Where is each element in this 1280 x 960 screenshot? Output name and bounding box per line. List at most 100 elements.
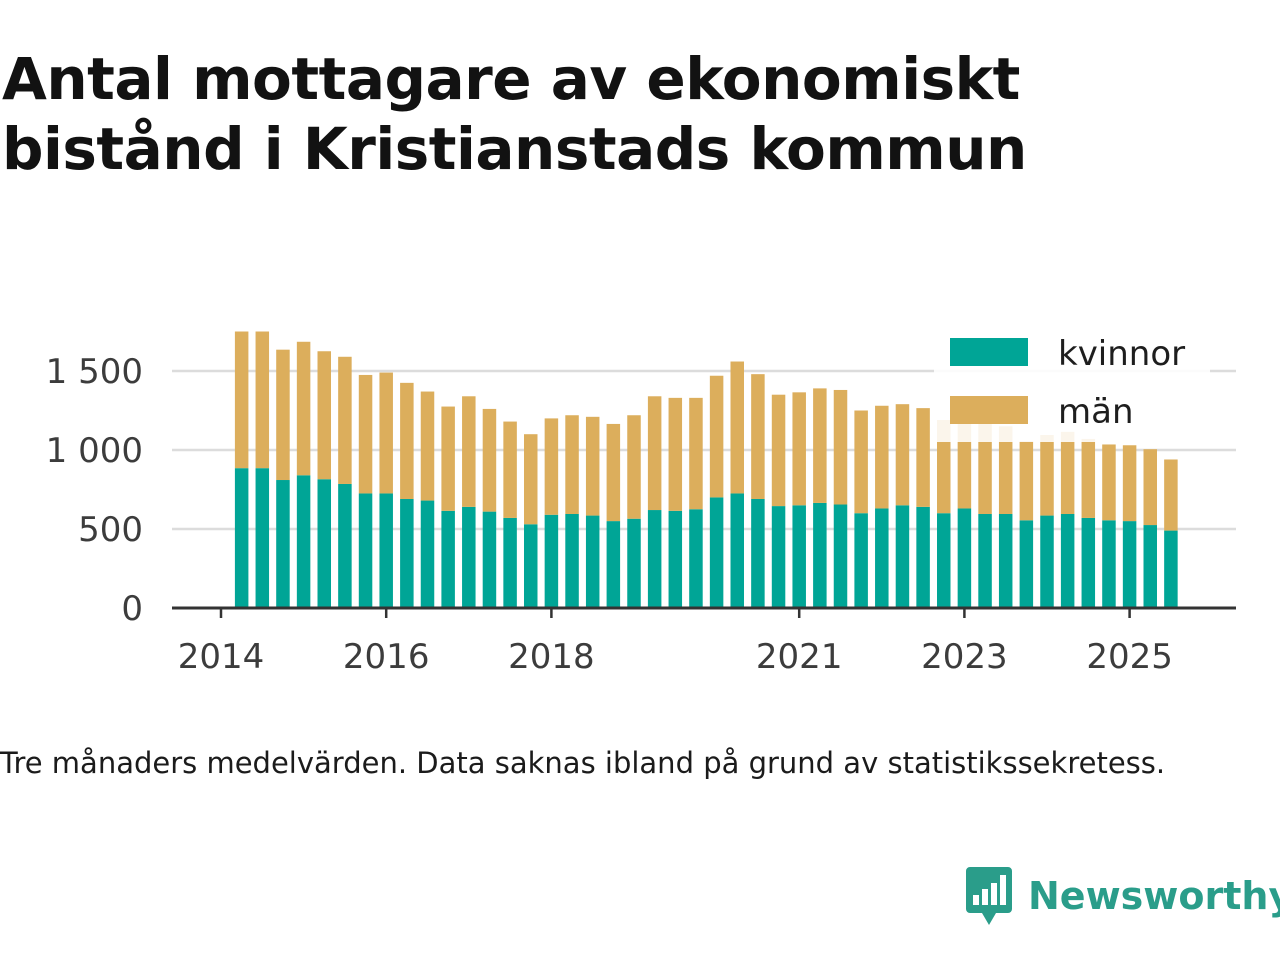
bar-kvinnor — [1122, 521, 1137, 608]
bar-man — [358, 374, 373, 494]
y-tick-label: 1 500 — [46, 352, 143, 392]
bar-man — [1143, 449, 1157, 526]
bar-kvinnor — [503, 517, 517, 608]
chart-title: Antal mottagare av ekonomiskt bistånd i … — [2, 45, 1027, 183]
bar-man — [1081, 438, 1096, 518]
bar-kvinnor — [916, 506, 930, 608]
bar-man — [689, 397, 703, 510]
bar-kvinnor — [585, 515, 600, 608]
bar-man — [524, 434, 538, 525]
bar-kvinnor — [606, 521, 621, 608]
bar-kvinnor — [441, 510, 455, 608]
bar-kvinnor — [400, 498, 414, 608]
bar-kvinnor — [296, 475, 311, 608]
y-tick-label: 0 — [121, 589, 143, 629]
bar-man — [276, 349, 290, 481]
bar-kvinnor — [771, 506, 786, 608]
bar-kvinnor — [565, 513, 579, 608]
bar-kvinnor — [813, 502, 827, 608]
bar-man — [751, 374, 765, 499]
bar-kvinnor — [255, 468, 270, 608]
bar-kvinnor — [338, 483, 352, 608]
bar-kvinnor — [1019, 520, 1034, 608]
bar-man — [420, 391, 435, 501]
bar-kvinnor — [1060, 513, 1075, 608]
legend-swatch-kvinnor — [950, 338, 1028, 366]
bar-kvinnor — [1081, 517, 1096, 608]
bar-kvinnor — [420, 500, 435, 608]
bar-man — [647, 396, 662, 511]
bar-man — [709, 375, 724, 498]
bar-man — [565, 415, 579, 514]
bar-kvinnor — [668, 510, 683, 608]
bar-man — [937, 419, 951, 514]
x-tick-label: 2014 — [178, 637, 265, 677]
bar-man — [1040, 434, 1054, 516]
axes: 0 500 1 000 1 500 2014 2016 2018 2021 2023 2025 — [46, 352, 1236, 677]
bar-man — [606, 423, 621, 522]
bar-kvinnor — [854, 513, 868, 608]
bar-kvinnor — [358, 493, 373, 608]
y-tick-label: 1 000 — [46, 431, 143, 471]
bar-man — [895, 404, 910, 506]
bar-kvinnor — [379, 493, 393, 608]
bar-man — [998, 426, 1013, 514]
newsworthy-logo-icon — [966, 867, 1012, 925]
bar-kvinnor — [234, 468, 249, 608]
bar-man — [585, 416, 600, 516]
bar-man — [627, 415, 641, 519]
bar-kvinnor — [524, 524, 538, 608]
bar-man — [978, 423, 992, 514]
bar-man — [1164, 459, 1178, 531]
bar-man — [957, 419, 972, 509]
bar-man — [792, 392, 806, 506]
bar-kvinnor — [709, 497, 724, 608]
legend-swatch-man — [950, 396, 1028, 424]
bar-kvinnor — [1040, 515, 1054, 608]
legend-label-kvinnor: kvinnor — [1058, 334, 1185, 374]
bar-kvinnor — [751, 498, 765, 608]
y-tick-label: 500 — [78, 510, 143, 550]
x-tick-label: 2018 — [508, 637, 595, 677]
bar-kvinnor — [544, 514, 559, 608]
bar-man — [400, 382, 414, 499]
bar-kvinnor — [833, 504, 848, 608]
bar-kvinnor — [895, 505, 910, 608]
bar-man — [771, 394, 786, 507]
bar-man — [1019, 441, 1034, 521]
bar-kvinnor — [792, 505, 806, 608]
bar-kvinnor — [1102, 520, 1116, 608]
bar-man — [255, 331, 270, 469]
bar-kvinnor — [482, 511, 497, 608]
legend-label-man: män — [1058, 392, 1134, 432]
bar-man — [1122, 445, 1137, 522]
bar-man — [833, 389, 848, 505]
bar-man — [462, 396, 476, 507]
bar-kvinnor — [937, 513, 951, 608]
bar-man — [668, 397, 683, 511]
bar-man — [482, 408, 497, 512]
bar-man — [296, 341, 311, 476]
brand-name: Newsworthy — [1028, 874, 1280, 918]
bar-man — [317, 351, 331, 480]
bar-man — [813, 388, 827, 503]
bar-kvinnor — [730, 493, 744, 608]
bar-man — [379, 372, 393, 494]
bar-kvinnor — [276, 480, 290, 608]
bar-man — [875, 405, 889, 509]
x-tick-label: 2025 — [1086, 637, 1173, 677]
bar-man — [1060, 431, 1075, 514]
bar-man — [503, 421, 517, 518]
x-tick-label: 2023 — [921, 637, 1008, 677]
bar-man — [916, 408, 930, 507]
bar-kvinnor — [689, 509, 703, 608]
bar-kvinnor — [957, 508, 972, 608]
bar-kvinnor — [1164, 530, 1178, 608]
bar-man — [1102, 444, 1116, 521]
stacked-bar-chart: kvinnor män 0 500 1 000 1 500 2014 2016 2018 20… — [46, 331, 1236, 677]
bar-kvinnor — [647, 510, 662, 608]
x-tick-label: 2021 — [756, 637, 843, 677]
bar-series — [234, 331, 1178, 608]
bar-kvinnor — [1143, 525, 1157, 608]
x-tick-label: 2016 — [343, 637, 430, 677]
